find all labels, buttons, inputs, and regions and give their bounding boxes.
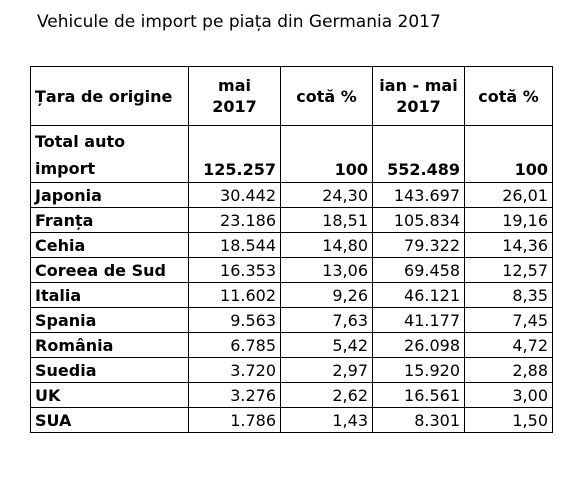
total-jan-may: 552.489 (372, 125, 465, 183)
country-cell: Japonia (30, 182, 189, 208)
header-share-may: cotă % (280, 66, 373, 126)
jan-may-cell: 143.697 (372, 182, 465, 208)
jan-may-cell: 41.177 (372, 307, 465, 333)
share-jan-may-cell: 2,88 (464, 357, 553, 383)
total-row: Total auto import 125.257 100 552.489 10… (30, 125, 553, 183)
may-cell: 30.442 (188, 182, 281, 208)
table-row: Italia 11.602 9,26 46.121 8,35 (30, 282, 553, 308)
share-jan-may-cell: 14,36 (464, 232, 553, 258)
table-row: UK 3.276 2,62 16.561 3,00 (30, 382, 553, 408)
share-may-cell: 7,63 (280, 307, 373, 333)
share-may-cell: 13,06 (280, 257, 373, 283)
share-may-cell: 14,80 (280, 232, 373, 258)
header-row: Țara de origine mai 2017 cotă % ian - ma… (30, 66, 553, 126)
total-label: Total auto import (30, 125, 189, 183)
share-jan-may-cell: 4,72 (464, 332, 553, 358)
jan-may-cell: 16.561 (372, 382, 465, 408)
country-cell: Spania (30, 307, 189, 333)
country-cell: Suedia (30, 357, 189, 383)
table-row: Cehia 18.544 14,80 79.322 14,36 (30, 232, 553, 258)
country-cell: Coreea de Sud (30, 257, 189, 283)
share-may-cell: 2,97 (280, 357, 373, 383)
share-may-cell: 5,42 (280, 332, 373, 358)
jan-may-cell: 105.834 (372, 207, 465, 233)
share-jan-may-cell: 8,35 (464, 282, 553, 308)
jan-may-cell: 79.322 (372, 232, 465, 258)
import-table: Țara de origine mai 2017 cotă % ian - ma… (30, 66, 553, 433)
may-cell: 9.563 (188, 307, 281, 333)
country-cell: SUA (30, 407, 189, 433)
header-share-jan-may: cotă % (464, 66, 553, 126)
header-may-2017: mai 2017 (188, 66, 281, 126)
may-cell: 23.186 (188, 207, 281, 233)
total-may: 125.257 (188, 125, 281, 183)
jan-may-cell: 46.121 (372, 282, 465, 308)
share-jan-may-cell: 12,57 (464, 257, 553, 283)
table-row: SUA 1.786 1,43 8.301 1,50 (30, 407, 553, 433)
share-may-cell: 24,30 (280, 182, 373, 208)
total-share-may: 100 (280, 125, 373, 183)
table-row: Spania 9.563 7,63 41.177 7,45 (30, 307, 553, 333)
share-jan-may-cell: 7,45 (464, 307, 553, 333)
page-title: Vehicule de import pe piața din Germania… (37, 12, 441, 32)
table-row: România 6.785 5,42 26.098 4,72 (30, 332, 553, 358)
may-cell: 1.786 (188, 407, 281, 433)
table-row: Coreea de Sud 16.353 13,06 69.458 12,57 (30, 257, 553, 283)
country-cell: Cehia (30, 232, 189, 258)
table-row: Suedia 3.720 2,97 15.920 2,88 (30, 357, 553, 383)
country-cell: Italia (30, 282, 189, 308)
share-jan-may-cell: 1,50 (464, 407, 553, 433)
jan-may-cell: 15.920 (372, 357, 465, 383)
jan-may-cell: 69.458 (372, 257, 465, 283)
country-cell: UK (30, 382, 189, 408)
share-may-cell: 2,62 (280, 382, 373, 408)
share-may-cell: 1,43 (280, 407, 373, 433)
may-cell: 6.785 (188, 332, 281, 358)
may-cell: 3.276 (188, 382, 281, 408)
may-cell: 18.544 (188, 232, 281, 258)
table-row: Franța 23.186 18,51 105.834 19,16 (30, 207, 553, 233)
total-share-jan-may: 100 (464, 125, 553, 183)
jan-may-cell: 26.098 (372, 332, 465, 358)
may-cell: 11.602 (188, 282, 281, 308)
table-row: Japonia 30.442 24,30 143.697 26,01 (30, 182, 553, 208)
may-cell: 3.720 (188, 357, 281, 383)
share-jan-may-cell: 3,00 (464, 382, 553, 408)
may-cell: 16.353 (188, 257, 281, 283)
share-may-cell: 9,26 (280, 282, 373, 308)
header-country: Țara de origine (30, 66, 189, 126)
share-may-cell: 18,51 (280, 207, 373, 233)
jan-may-cell: 8.301 (372, 407, 465, 433)
country-cell: România (30, 332, 189, 358)
share-jan-may-cell: 26,01 (464, 182, 553, 208)
share-jan-may-cell: 19,16 (464, 207, 553, 233)
country-cell: Franța (30, 207, 189, 233)
header-jan-may-2017: ian - mai 2017 (372, 66, 465, 126)
